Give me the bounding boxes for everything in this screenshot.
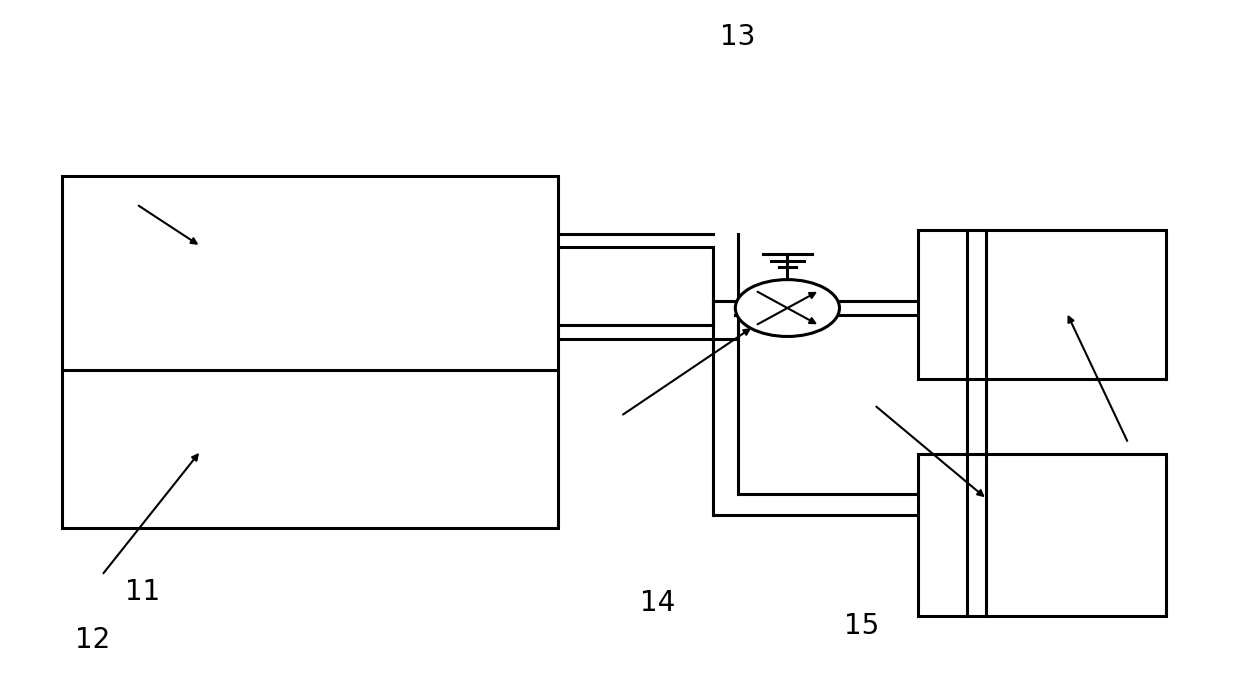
Circle shape — [735, 280, 839, 336]
Text: 13: 13 — [720, 23, 755, 51]
Text: 11: 11 — [125, 578, 160, 607]
Text: 12: 12 — [76, 626, 110, 654]
Bar — [918, 454, 1166, 616]
Bar — [918, 230, 1166, 379]
Text: 14: 14 — [640, 588, 675, 617]
Bar — [62, 176, 558, 528]
Text: 15: 15 — [844, 612, 879, 640]
